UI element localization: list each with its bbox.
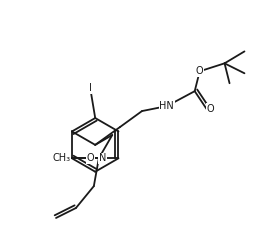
Text: O: O bbox=[87, 153, 94, 163]
Text: CH₃: CH₃ bbox=[53, 153, 71, 163]
Text: I: I bbox=[89, 83, 92, 93]
Text: HN: HN bbox=[160, 101, 174, 111]
Text: O: O bbox=[196, 66, 204, 76]
Text: O: O bbox=[207, 104, 214, 114]
Text: N: N bbox=[99, 153, 106, 163]
